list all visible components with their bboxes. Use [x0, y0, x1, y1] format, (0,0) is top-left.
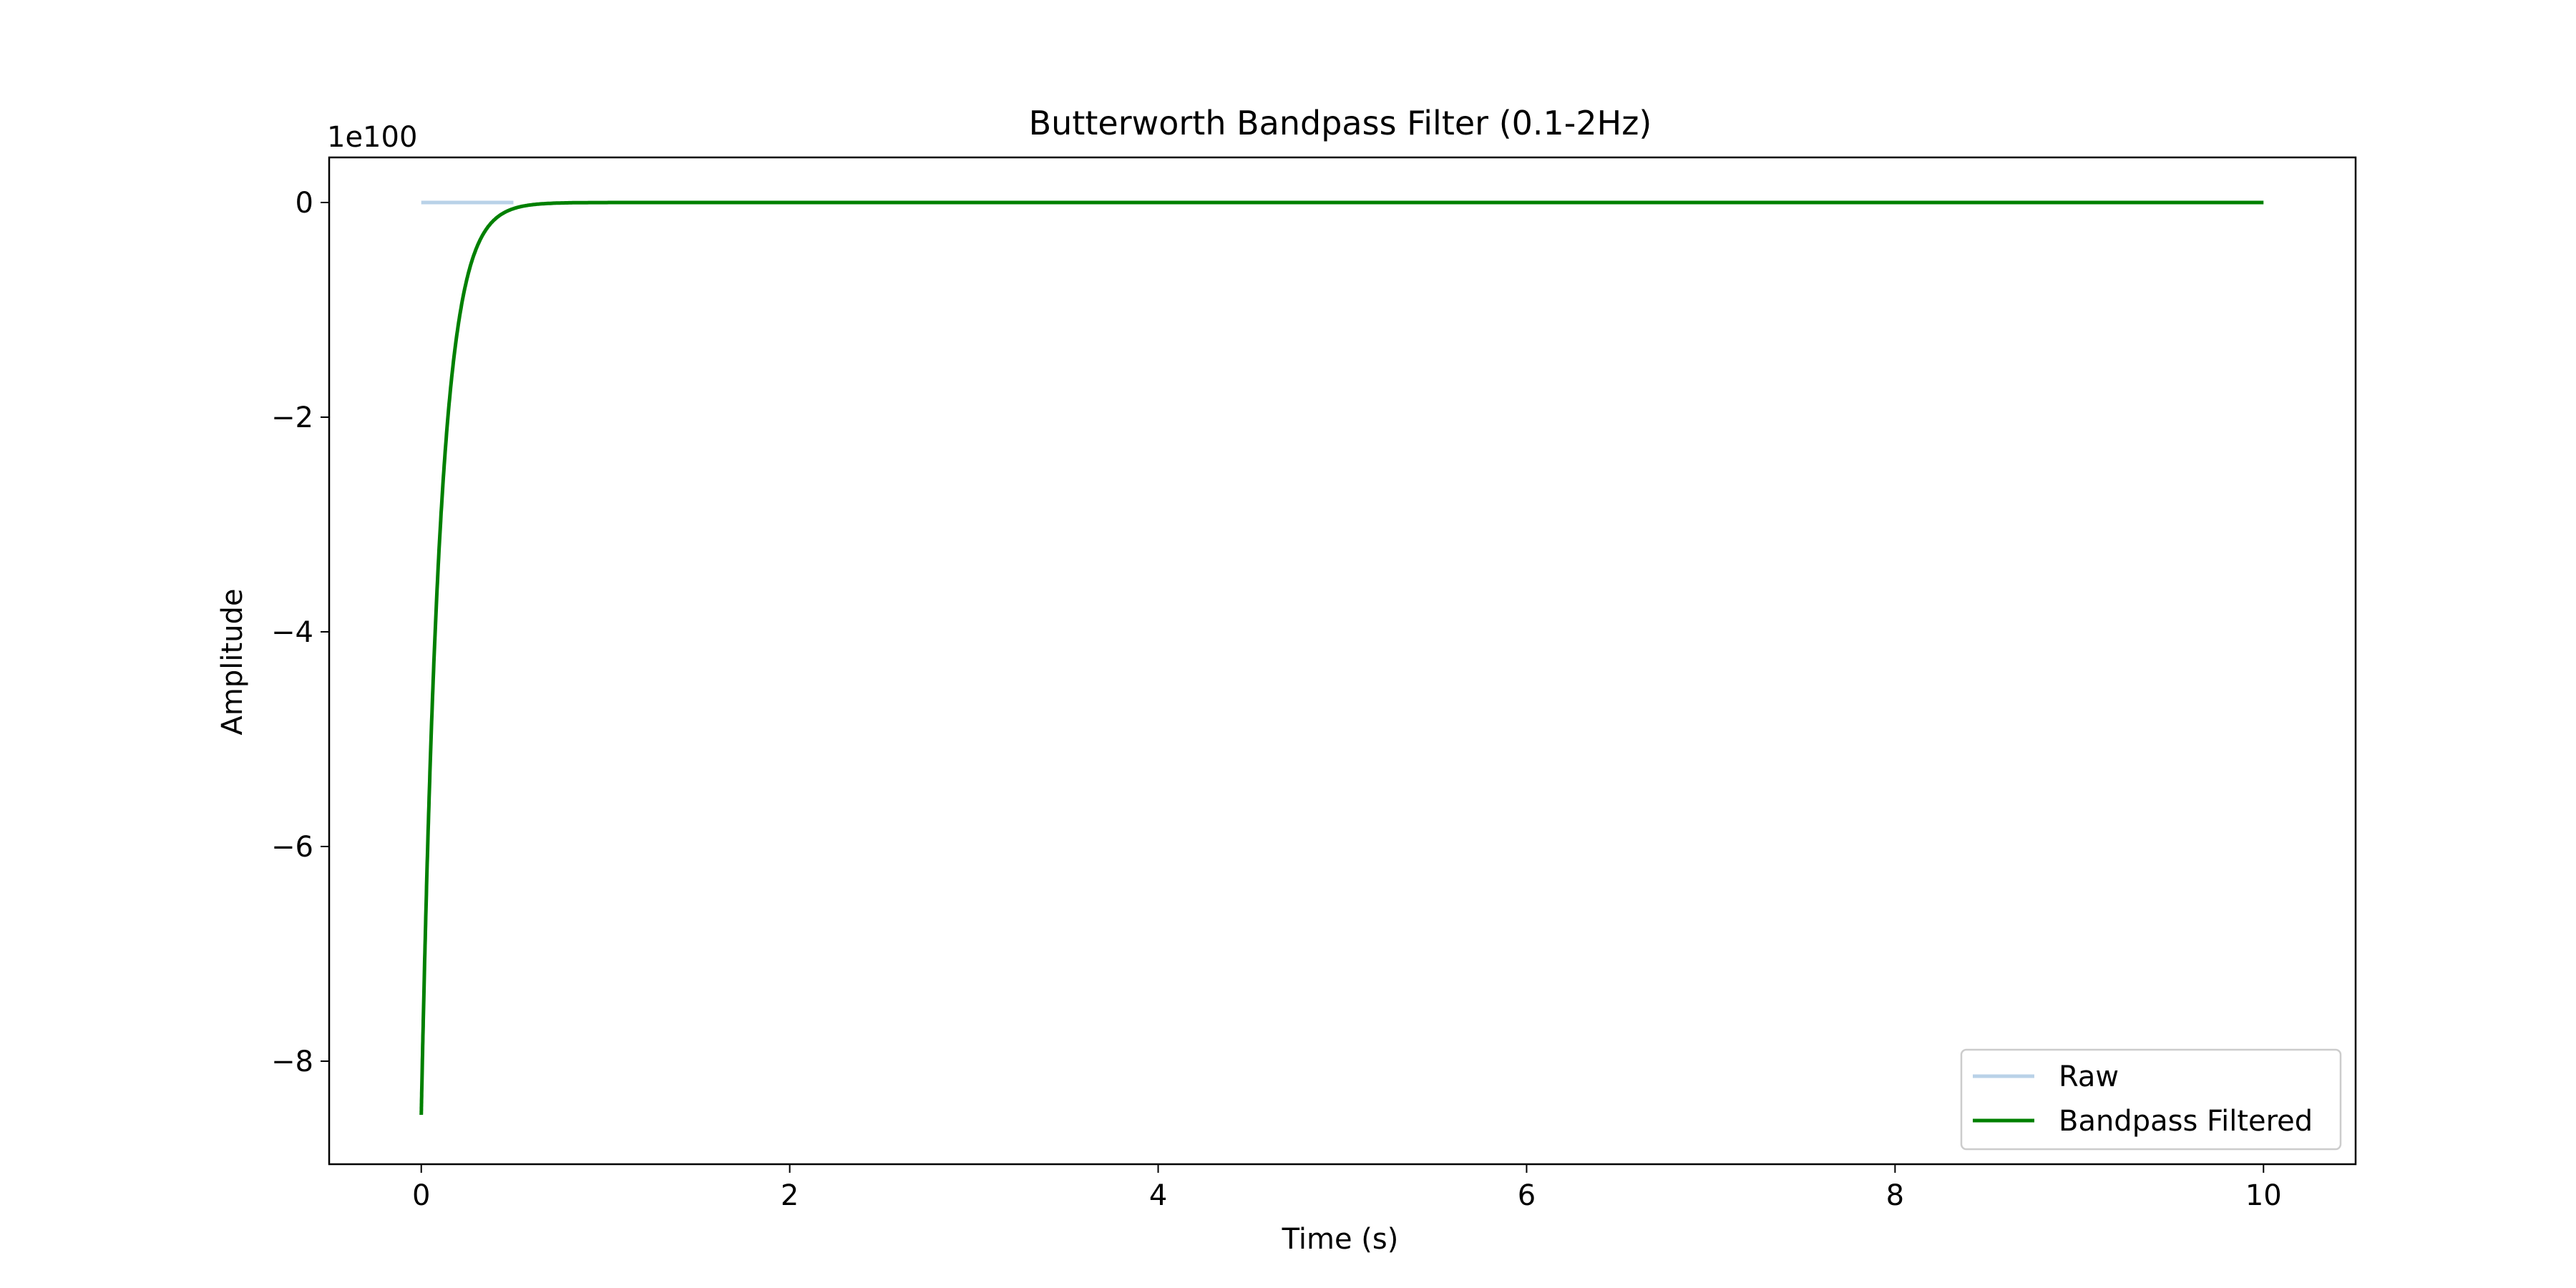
- x-axis-label: Time (s): [1282, 1223, 1399, 1256]
- x-tick-label: 2: [781, 1179, 799, 1212]
- y-axis-label: Amplitude: [216, 589, 249, 736]
- chart-title: Butterworth Bandpass Filter (0.1-2Hz): [1029, 104, 1652, 142]
- legend-box: [1960, 1048, 2342, 1151]
- series-line-bandpass-filtered: [419, 200, 2264, 1117]
- axis-ticks: 0 2 4 6 8 10 0 −2 −4 −6 −8: [271, 187, 2282, 1212]
- y-tick-label: 0: [296, 187, 313, 220]
- y-tick-label: −6: [271, 831, 313, 864]
- x-tick-label: 8: [1886, 1179, 1904, 1212]
- legend: Raw Bandpass Filtered: [1960, 1048, 2342, 1151]
- x-tick-label: 0: [412, 1179, 430, 1212]
- plot-area: [328, 156, 2357, 1166]
- y-tick-label: −4: [271, 616, 313, 649]
- y-offset-label: 1e100: [327, 121, 417, 154]
- x-tick-label: 4: [1149, 1179, 1167, 1212]
- legend-label: Raw: [2059, 1060, 2119, 1093]
- legend-label: Bandpass Filtered: [2059, 1105, 2313, 1138]
- y-tick-label: −2: [271, 401, 313, 434]
- x-tick-label: 10: [2245, 1179, 2282, 1212]
- axes-frame: [328, 156, 2357, 1166]
- y-tick-label: −8: [271, 1045, 313, 1078]
- x-tick-label: 6: [1518, 1179, 1536, 1212]
